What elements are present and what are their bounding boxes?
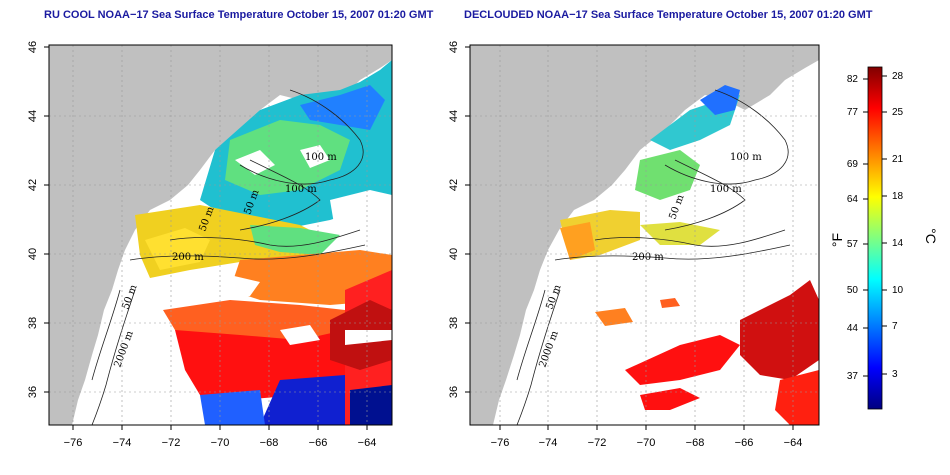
left-contour-label-5: 200 m (172, 252, 204, 263)
colorbar-f-tick-8: 37 (847, 371, 859, 382)
colorbar-f-tick-6: 50 (847, 285, 859, 296)
right-lon-tick-4: −70 (637, 437, 656, 449)
right-grid (470, 45, 819, 425)
left-lat-tick-3: 42 (27, 179, 39, 191)
colorbar-c-tick-3: 21 (892, 154, 904, 165)
right-contour-label-1: 100 m (730, 152, 762, 163)
left-grid (49, 45, 392, 425)
left-lat-tick-1: 46 (27, 41, 39, 53)
left-contour-label-1: 100 m (305, 152, 337, 163)
right-lat-tick-3: 42 (448, 179, 460, 191)
colorbar-f-tick-3: 69 (847, 159, 859, 170)
left-lon-tick-1: −76 (64, 437, 83, 449)
colorbar-gradient (867, 66, 883, 410)
colorbar-c-tick-8: 3 (892, 369, 898, 380)
colorbar-c-tick-4: 18 (892, 191, 904, 202)
left-lon-tick-2: −74 (113, 437, 132, 449)
right-contour-label-2: 100 m (710, 184, 742, 195)
left-lon-tick-6: −66 (309, 437, 328, 449)
colorbar-c-tick-5: 14 (892, 238, 904, 249)
left-lat-tick-4: 40 (27, 248, 39, 260)
left-sst-field (135, 60, 392, 425)
right-lon-tick-7: −64 (784, 437, 803, 449)
colorbar: 82 77 69 64 57 50 44 37 28 25 21 18 14 1… (829, 66, 939, 410)
colorbar-f-tick-7: 44 (847, 323, 859, 334)
colorbar-fahrenheit-label: °F (829, 233, 845, 247)
right-lon-tick-1: −76 (491, 437, 510, 449)
right-map: 100 m 100 m 50 m 200 m 50 m 2000 m (448, 41, 820, 449)
left-lat-tick-5: 38 (27, 317, 39, 329)
left-lon-tick-7: −64 (358, 437, 377, 449)
left-contour-label-2: 100 m (285, 184, 317, 195)
left-lat-tick-6: 36 (27, 386, 39, 398)
right-lat-tick-6: 36 (448, 386, 460, 398)
right-bathymetry-contours (516, 89, 791, 425)
colorbar-c-tick-2: 25 (892, 107, 904, 118)
right-lat-tick-2: 44 (448, 110, 460, 122)
colorbar-c-tick-1: 28 (892, 71, 904, 82)
colorbar-f-tick-5: 57 (847, 239, 859, 250)
left-bathymetry-contours (91, 89, 366, 425)
colorbar-celsius-label: °C (923, 228, 939, 244)
left-map: 100 m 100 m 50 m 50 m 200 m 50 m 2000 m (27, 41, 393, 449)
left-lat-tick-2: 44 (27, 110, 39, 122)
left-map-title: RU COOL NOAA−17 Sea Surface Temperature … (44, 9, 434, 21)
left-land (49, 45, 392, 425)
colorbar-c-tick-7: 7 (892, 321, 898, 332)
right-lon-tick-5: −68 (686, 437, 705, 449)
right-contour-label-4: 200 m (632, 252, 664, 263)
colorbar-c-tick-6: 10 (892, 285, 904, 296)
colorbar-f-tick-2: 77 (847, 107, 859, 118)
right-land (470, 45, 819, 425)
right-lat-tick-5: 38 (448, 317, 460, 329)
right-lon-tick-3: −72 (588, 437, 607, 449)
left-lon-tick-3: −72 (162, 437, 181, 449)
right-map-frame (469, 44, 820, 426)
left-lon-tick-4: −70 (211, 437, 230, 449)
right-lat-tick-1: 46 (448, 41, 460, 53)
colorbar-f-tick-4: 64 (847, 194, 859, 205)
right-lon-tick-6: −66 (735, 437, 754, 449)
colorbar-f-tick-1: 82 (847, 74, 859, 85)
right-lon-tick-2: −74 (539, 437, 558, 449)
right-sst-field (560, 85, 819, 425)
right-map-title: DECLOUDED NOAA−17 Sea Surface Temperatur… (464, 9, 873, 21)
left-lon-tick-5: −68 (260, 437, 279, 449)
right-lat-tick-4: 40 (448, 248, 460, 260)
